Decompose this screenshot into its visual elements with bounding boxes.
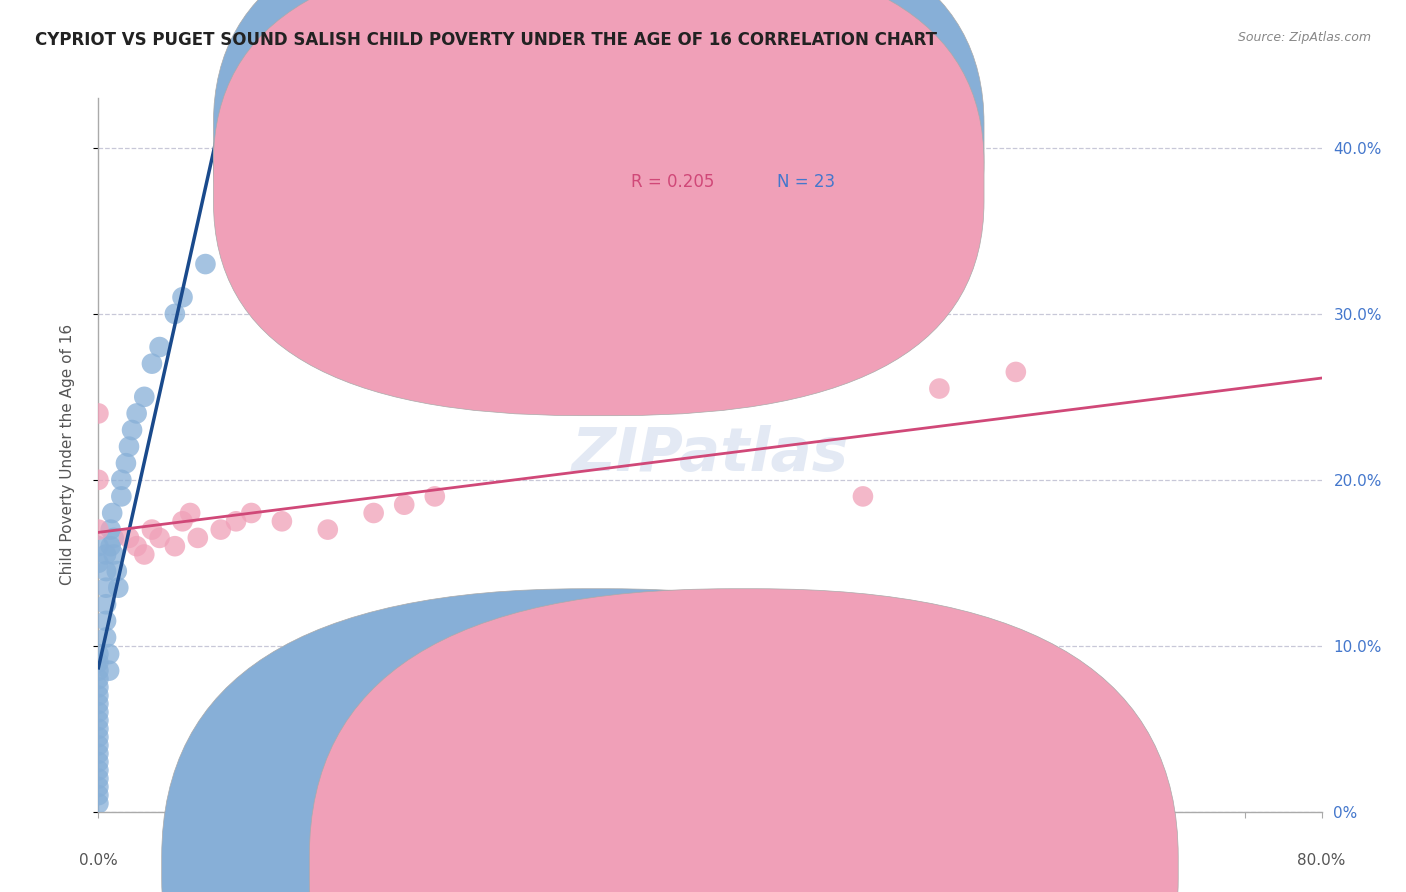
- FancyBboxPatch shape: [214, 0, 984, 376]
- Point: [149, 531, 172, 545]
- Point: [87, 697, 110, 711]
- Point: [105, 564, 128, 578]
- Point: [87, 406, 110, 420]
- Point: [94, 614, 117, 628]
- Point: [87, 772, 110, 786]
- Point: [121, 423, 143, 437]
- Point: [134, 390, 156, 404]
- Point: [87, 556, 110, 570]
- Point: [87, 755, 110, 769]
- Point: [125, 539, 148, 553]
- Point: [149, 340, 172, 354]
- Text: CYPRIOT VS PUGET SOUND SALISH CHILD POVERTY UNDER THE AGE OF 16 CORRELATION CHAR: CYPRIOT VS PUGET SOUND SALISH CHILD POVE…: [35, 31, 938, 49]
- Point: [87, 714, 110, 728]
- Point: [87, 539, 110, 553]
- Point: [98, 647, 121, 661]
- Point: [270, 514, 292, 528]
- Point: [134, 548, 156, 562]
- Point: [87, 730, 110, 744]
- Text: Puget Sound Salish: Puget Sound Salish: [763, 863, 904, 877]
- Text: R = -0.196: R = -0.196: [630, 134, 720, 152]
- Point: [240, 506, 263, 520]
- Point: [100, 539, 122, 553]
- FancyBboxPatch shape: [214, 0, 984, 416]
- Point: [141, 523, 163, 537]
- Point: [115, 456, 138, 470]
- Point: [1004, 365, 1026, 379]
- Point: [852, 490, 875, 504]
- Text: ZIPatlas: ZIPatlas: [571, 425, 849, 484]
- Text: 80.0%: 80.0%: [1298, 853, 1346, 868]
- Point: [118, 440, 141, 454]
- Point: [125, 406, 148, 420]
- Point: [225, 514, 247, 528]
- Point: [392, 498, 416, 512]
- Point: [87, 523, 110, 537]
- Point: [100, 523, 122, 537]
- Text: Cypriots: Cypriots: [616, 863, 676, 877]
- Point: [103, 531, 125, 545]
- Point: [87, 656, 110, 670]
- Point: [87, 780, 110, 794]
- Point: [118, 531, 141, 545]
- Point: [87, 672, 110, 686]
- Point: [94, 631, 117, 645]
- Point: [363, 506, 385, 520]
- Point: [187, 531, 209, 545]
- Point: [928, 382, 950, 396]
- Point: [87, 664, 110, 678]
- Point: [225, 199, 247, 213]
- Point: [141, 357, 163, 371]
- Point: [87, 473, 110, 487]
- Text: N = 49: N = 49: [778, 134, 835, 152]
- Text: N = 23: N = 23: [778, 173, 835, 191]
- Point: [179, 506, 201, 520]
- Point: [172, 514, 194, 528]
- Point: [87, 747, 110, 761]
- Text: 0.0%: 0.0%: [79, 853, 118, 868]
- FancyBboxPatch shape: [551, 105, 918, 216]
- Point: [423, 490, 446, 504]
- Point: [87, 739, 110, 753]
- Point: [87, 705, 110, 719]
- Point: [94, 548, 117, 562]
- Point: [87, 689, 110, 703]
- Point: [163, 539, 186, 553]
- Point: [110, 473, 132, 487]
- Text: Source: ZipAtlas.com: Source: ZipAtlas.com: [1237, 31, 1371, 45]
- Point: [98, 664, 121, 678]
- Point: [87, 647, 110, 661]
- Point: [94, 564, 117, 578]
- Point: [316, 523, 339, 537]
- Text: R = 0.205: R = 0.205: [630, 173, 714, 191]
- Point: [107, 581, 129, 595]
- Point: [94, 581, 117, 595]
- Point: [110, 490, 132, 504]
- Point: [101, 506, 124, 520]
- Y-axis label: Child Poverty Under the Age of 16: Child Poverty Under the Age of 16: [60, 325, 75, 585]
- Point: [163, 307, 186, 321]
- Point: [87, 797, 110, 811]
- Point: [87, 680, 110, 694]
- Point: [172, 290, 194, 304]
- Point: [87, 763, 110, 777]
- Point: [194, 257, 217, 271]
- Point: [87, 788, 110, 802]
- Point: [103, 548, 125, 562]
- Point: [209, 523, 232, 537]
- Point: [87, 722, 110, 736]
- Point: [94, 597, 117, 611]
